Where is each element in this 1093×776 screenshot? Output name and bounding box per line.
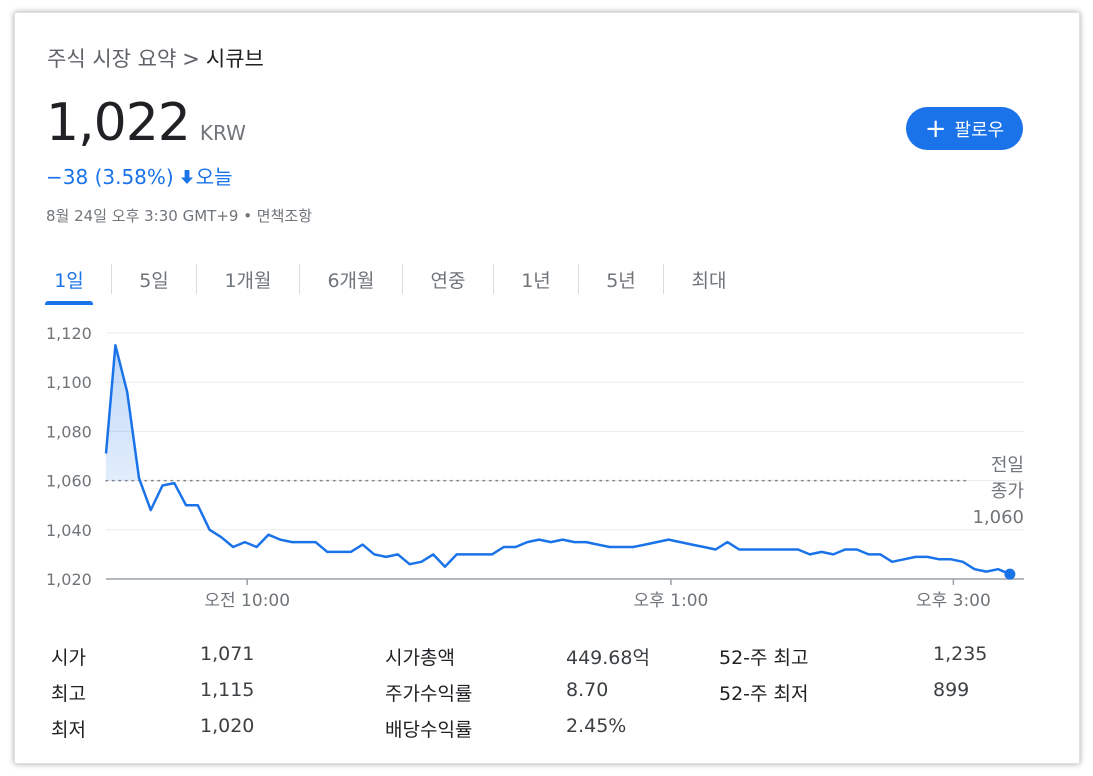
tab-5d[interactable]: 5일 [112,257,196,301]
breadcrumb-separator: > [182,47,200,71]
last-price-dot [1004,568,1016,580]
tab-divider [578,264,579,294]
tab-max[interactable]: 최대 [664,257,754,301]
range-tabs: 1일 5일 1개월 6개월 연중 1년 5년 최대 [45,257,754,305]
open-value: 1,071 [200,643,255,665]
low-label: 최저 [51,719,86,741]
pe-ratio-value: 8.70 [566,679,609,701]
plus-icon: + [924,113,947,144]
tab-label: 1년 [521,269,551,292]
stats-table: 시가 1,071 시가총액 449.68억 52-주 최고 1,235 최고 1… [51,643,1051,751]
tab-divider [402,264,403,294]
previous-close-label: 1,060 [972,507,1024,528]
y-tick-label: 1,100 [46,373,92,392]
price-row: 1,022 KRW [46,93,246,153]
stats-row-1: 시가 1,071 시가총액 449.68억 52-주 최고 1,235 [51,643,1051,679]
follow-button[interactable]: + 팔로우 [906,107,1023,150]
previous-close-label: 전일 [991,455,1024,476]
y-tick-label: 1,020 [46,570,92,589]
tab-6m[interactable]: 6개월 [300,257,402,301]
x-tick-label: 오전 10:00 [204,591,290,611]
tab-1y[interactable]: 1년 [494,257,578,301]
tab-label: 최대 [691,269,727,292]
tab-divider [196,264,197,294]
dividend-yield-label: 배당수익률 [385,719,473,741]
high-label: 최고 [51,683,86,705]
tab-divider [493,264,494,294]
tab-1d[interactable]: 1일 [45,257,93,305]
x-tick-label: 오후 3:00 [916,591,991,611]
x-tick-label: 오후 1:00 [633,591,708,611]
y-tick-label: 1,060 [46,472,92,491]
y-tick-label: 1,080 [46,422,92,441]
change-period: 오늘 [195,165,233,189]
high-52w-label: 52-주 최고 [719,647,809,669]
tab-label: 6개월 [327,269,375,292]
tab-divider [663,264,664,294]
y-tick-label: 1,040 [46,521,92,540]
low-52w-label: 52-주 최저 [719,683,809,705]
y-tick-label: 1,120 [46,324,92,343]
tab-divider [111,264,112,294]
current-price: 1,022 [46,93,191,153]
tab-1m[interactable]: 1개월 [197,257,299,301]
tab-label: 5년 [606,269,636,292]
low-52w-value: 899 [933,679,970,701]
stats-row-2: 최고 1,115 주가수익률 8.70 52-주 최저 899 [51,679,1051,715]
price-change: −38 (3.58%) 오늘 [46,161,233,190]
tab-label: 5일 [139,269,169,292]
follow-button-label: 팔로우 [954,119,1005,141]
tab-5y[interactable]: 5년 [579,257,663,301]
high-value: 1,115 [200,679,255,701]
market-cap-value: 449.68억 [566,647,650,669]
price-chart[interactable]: 1,020 1,040 1,060 1,080 1,100 1,120 오전 10:00 오후… [15,313,1079,625]
previous-close-label: 종가 [991,481,1024,502]
high-52w-value: 1,235 [933,643,988,665]
tab-ytd[interactable]: 연중 [403,257,493,301]
breadcrumb-parent-link[interactable]: 주식 시장 요약 [47,47,177,71]
low-value: 1,020 [200,715,255,737]
market-cap-label: 시가총액 [385,647,455,669]
tab-label: 1일 [54,269,84,292]
tab-label: 연중 [430,269,466,292]
currency-code: KRW [199,121,246,145]
stats-row-3: 최저 1,020 배당수익률 2.45% [51,715,1051,751]
tab-label: 1개월 [224,269,272,292]
breadcrumb: 주식 시장 요약 > 시큐브 [47,43,264,73]
finance-card: 주식 시장 요약 > 시큐브 1,022 KRW −38 (3.58%) 오늘 8월 2… [14,12,1080,764]
open-label: 시가 [51,647,86,669]
breadcrumb-current: 시큐브 [205,47,264,71]
arrow-down-icon [180,165,194,189]
tab-divider [299,264,300,294]
pe-ratio-label: 주가수익률 [385,683,473,705]
price-line [104,344,1011,576]
quote-timestamp: 8월 24일 오후 3:30 GMT+9 • 면책조항 [46,207,313,225]
dividend-yield-value: 2.45% [566,715,627,737]
change-amount: −38 (3.58%) [46,165,174,189]
